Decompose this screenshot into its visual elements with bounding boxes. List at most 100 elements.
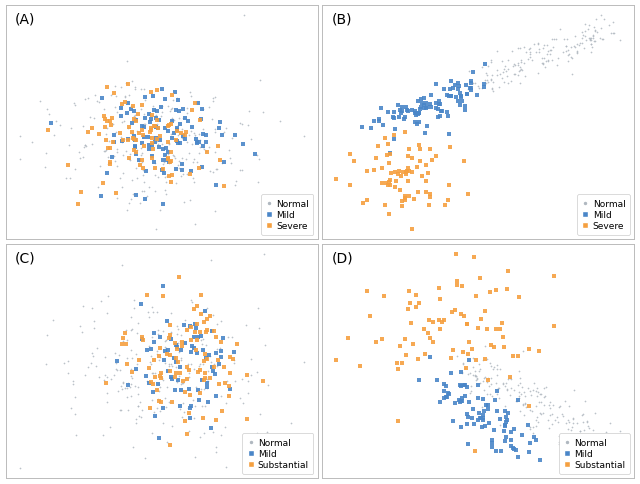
Point <box>454 381 465 389</box>
Point <box>412 112 422 120</box>
Point <box>525 439 535 447</box>
Point <box>202 327 212 334</box>
Point <box>473 324 483 332</box>
Point <box>211 334 221 342</box>
Point <box>44 111 54 119</box>
Point <box>129 142 140 150</box>
Point <box>132 391 143 398</box>
Point <box>550 417 560 424</box>
Point <box>390 126 400 134</box>
Point <box>196 385 207 393</box>
Point <box>205 374 215 382</box>
Point <box>166 106 176 113</box>
Point <box>615 427 625 435</box>
Point <box>75 323 85 331</box>
Point <box>146 116 156 124</box>
Point <box>464 68 474 76</box>
Point <box>178 378 188 385</box>
Point <box>118 137 129 145</box>
Point <box>534 456 545 464</box>
Point <box>173 132 184 139</box>
Point <box>456 423 466 431</box>
Point <box>456 397 466 405</box>
Point <box>210 370 220 378</box>
Point <box>172 331 182 339</box>
Point <box>43 127 53 135</box>
Point <box>447 418 458 425</box>
Point <box>584 22 595 30</box>
Point <box>506 78 516 86</box>
Point <box>200 369 210 377</box>
Point <box>104 424 115 431</box>
Point <box>470 80 480 88</box>
Point <box>163 139 173 147</box>
Point <box>172 95 182 103</box>
Point <box>419 105 429 112</box>
Point <box>107 115 117 123</box>
Point <box>541 383 551 391</box>
Point <box>539 393 549 401</box>
Point <box>475 365 485 373</box>
Point <box>129 112 139 120</box>
Point <box>401 107 412 115</box>
Point <box>192 303 202 311</box>
Point <box>474 83 484 91</box>
Point <box>87 304 97 312</box>
Point <box>175 121 185 128</box>
Point <box>396 187 406 195</box>
Point <box>443 112 453 120</box>
Point <box>157 156 168 164</box>
Point <box>148 381 158 389</box>
Point <box>133 403 143 410</box>
Point <box>211 350 221 358</box>
Point <box>177 125 187 133</box>
Point <box>88 318 99 325</box>
Point <box>148 339 159 347</box>
Point <box>80 142 90 150</box>
Point <box>158 420 168 427</box>
Point <box>483 325 493 333</box>
Point <box>407 155 417 163</box>
Point <box>198 414 208 422</box>
Point <box>147 352 157 360</box>
Point <box>172 345 182 353</box>
Point <box>113 352 124 360</box>
Point <box>453 80 463 88</box>
Point <box>440 202 451 210</box>
Point <box>101 147 111 154</box>
Point <box>533 70 543 77</box>
Point <box>127 325 138 333</box>
Point <box>158 200 168 208</box>
Point <box>232 341 242 348</box>
Point <box>448 347 458 354</box>
Point <box>224 383 234 391</box>
Point <box>97 95 107 103</box>
Point <box>450 306 460 314</box>
Point <box>154 143 164 151</box>
Point <box>589 38 599 46</box>
Point <box>483 376 493 384</box>
Point <box>393 365 403 373</box>
Point <box>218 159 228 167</box>
Point <box>182 375 193 383</box>
Point <box>545 47 555 55</box>
Point <box>445 86 455 94</box>
Point <box>525 54 535 61</box>
Point <box>131 165 141 172</box>
Point <box>166 121 176 129</box>
Point <box>138 167 148 175</box>
Point <box>415 106 426 113</box>
Point <box>403 153 413 161</box>
Point <box>590 29 600 36</box>
Point <box>586 37 596 45</box>
Point <box>204 144 214 151</box>
Point <box>205 424 216 432</box>
Point <box>121 136 131 144</box>
Point <box>435 98 445 106</box>
Point <box>136 127 147 135</box>
Point <box>153 396 163 404</box>
Point <box>586 41 596 48</box>
Point <box>171 180 181 188</box>
Point <box>127 120 137 127</box>
Point <box>210 149 220 156</box>
